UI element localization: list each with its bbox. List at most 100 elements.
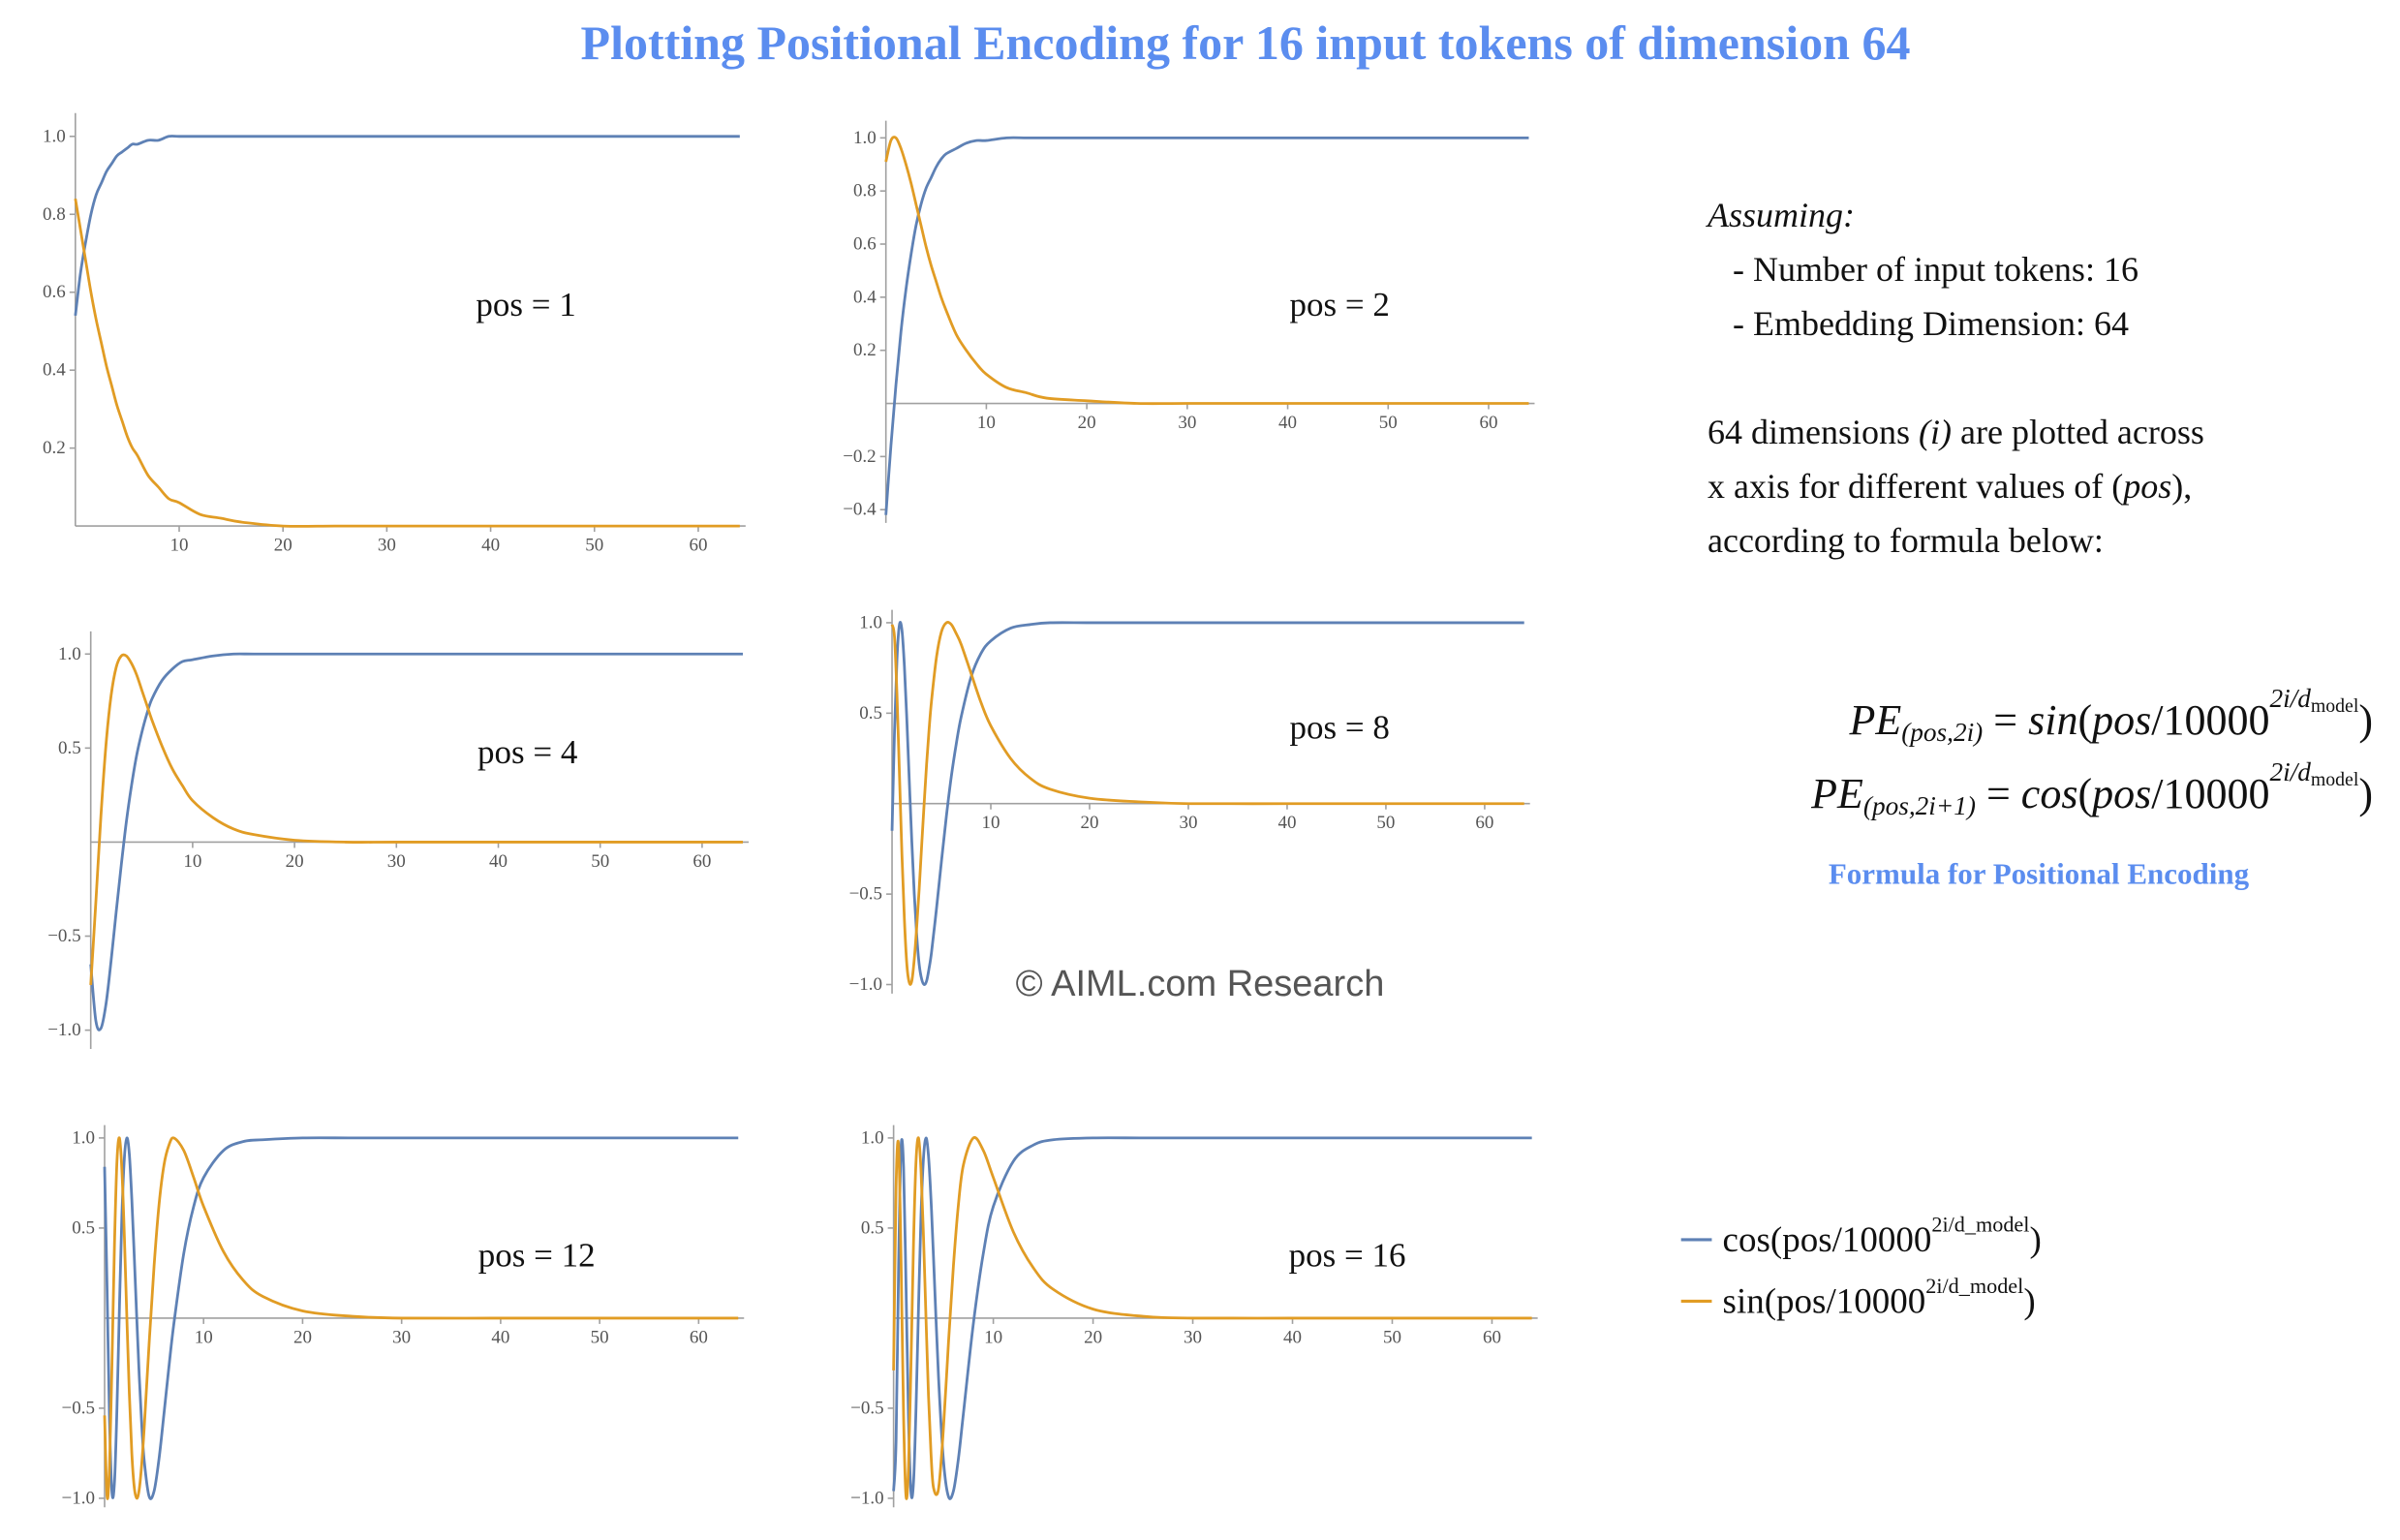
y-tick-label: −1.0 — [849, 974, 882, 995]
y-tick-label: 0.4 — [853, 287, 877, 307]
series-line — [884, 136, 1529, 406]
text-part: = — [1983, 696, 2028, 744]
x-tick-label: 20 — [274, 536, 292, 556]
annotation: pos = 8 — [1289, 709, 1389, 747]
y-tick-label: 1.0 — [853, 128, 877, 148]
series-line — [890, 621, 1524, 986]
rich-text: 64 dimensions (i) are plotted across — [1708, 413, 2204, 451]
x-tick-label: 40 — [491, 1327, 509, 1347]
text-part: model — [2311, 769, 2359, 790]
series-line — [89, 652, 743, 1032]
y-tick-label: −1.0 — [62, 1488, 95, 1508]
rich-text: cos(pos/100002i/d_model) — [1723, 1212, 2042, 1260]
x-tick-label: 60 — [689, 536, 707, 556]
y-tick-label: 0.2 — [853, 340, 877, 360]
text-part: pos — [2089, 770, 2151, 817]
text-part: pos — [2120, 467, 2171, 506]
text-part: (pos,2i+1) — [1863, 791, 1976, 820]
text-part: ) — [2029, 1219, 2041, 1259]
annotation: pos = 2 — [1289, 286, 1389, 323]
text-part: PE — [1848, 696, 1901, 744]
x-tick-label: 60 — [1483, 1327, 1501, 1347]
text-part: ) — [2358, 770, 2373, 817]
x-tick-label: 10 — [170, 536, 189, 556]
series-line — [892, 1136, 1532, 1500]
text-part: sin — [2028, 696, 2077, 744]
series-line — [103, 1136, 739, 1500]
text-part: ) — [2358, 696, 2373, 744]
rich-text: according to formula below: — [1708, 521, 2104, 560]
y-tick-label: −1.0 — [850, 1488, 883, 1508]
y-tick-label: −0.5 — [47, 926, 80, 946]
annotation: pos = 1 — [476, 286, 575, 323]
series-line — [103, 1136, 739, 1500]
y-tick-label: 0.6 — [43, 282, 66, 302]
rich-text: x axis for different values of (pos), — [1708, 467, 2192, 506]
y-tick-label: 0.8 — [43, 204, 66, 225]
y-tick-label: −0.5 — [62, 1398, 95, 1418]
y-tick-label: 0.5 — [859, 703, 882, 724]
x-tick-label: 20 — [286, 851, 304, 872]
y-tick-label: −0.2 — [843, 447, 876, 467]
page-title: Plotting Positional Encoding for 16 inpu… — [581, 15, 1911, 70]
x-tick-label: 50 — [1383, 1327, 1401, 1347]
text-part: (i) — [1919, 413, 1952, 451]
rich-text: sin(pos/100002i/d_model) — [1723, 1273, 2036, 1321]
series-line — [89, 653, 743, 986]
x-tick-label: 30 — [387, 851, 406, 872]
x-tick-label: 60 — [1475, 813, 1493, 833]
x-tick-label: 40 — [481, 536, 500, 556]
series-line — [74, 198, 740, 528]
x-tick-label: 60 — [692, 851, 711, 872]
y-tick-label: −0.5 — [850, 1398, 883, 1418]
x-tick-label: 20 — [1080, 813, 1098, 833]
x-tick-label: 40 — [1277, 813, 1296, 833]
x-tick-label: 10 — [195, 1327, 213, 1347]
y-tick-label: 0.4 — [43, 360, 66, 381]
text-part: (pos,2i) — [1901, 718, 1983, 747]
x-tick-label: 30 — [1178, 413, 1196, 433]
text-part: are plotted across — [1952, 413, 2204, 451]
text-part: ) — [2023, 1281, 2035, 1321]
bullet: - Embedding Dimension: 64 — [1733, 304, 2129, 343]
text-part: model — [2311, 695, 2359, 717]
y-tick-label: 0.2 — [43, 438, 66, 458]
x-tick-label: 40 — [1278, 413, 1297, 433]
text-part: ( — [2077, 696, 2092, 744]
text-part: sin(pos/10000 — [1723, 1281, 1926, 1321]
x-tick-label: 50 — [585, 536, 603, 556]
x-tick-label: 10 — [982, 813, 1000, 833]
rich-text: PE(pos,2i) = sin(pos/100002i/dmodel) — [1848, 684, 2373, 747]
x-tick-label: 10 — [183, 851, 201, 872]
text-part: pos — [2089, 696, 2151, 744]
annotation: pos = 16 — [1289, 1236, 1406, 1274]
y-tick-label: 1.0 — [58, 644, 81, 664]
y-tick-label: 1.0 — [72, 1127, 95, 1148]
x-tick-label: 30 — [378, 536, 396, 556]
series-line — [890, 621, 1524, 986]
text-part: PE — [1810, 770, 1863, 817]
x-tick-label: 20 — [293, 1327, 312, 1347]
x-tick-label: 10 — [977, 413, 996, 433]
x-tick-label: 40 — [1283, 1327, 1302, 1347]
y-tick-label: 0.6 — [853, 234, 877, 255]
y-tick-label: 0.5 — [58, 738, 81, 758]
text-part: /10000 — [2151, 696, 2269, 744]
x-tick-label: 20 — [1084, 1327, 1102, 1347]
series-line — [892, 1136, 1532, 1500]
text-part: 2i/d — [2269, 684, 2311, 713]
text-part: 2i/d_model — [1931, 1212, 2029, 1236]
x-tick-label: 50 — [1376, 813, 1395, 833]
y-tick-label: 0.5 — [72, 1217, 95, 1238]
x-tick-label: 50 — [1379, 413, 1398, 433]
series-line — [884, 136, 1529, 515]
formula-caption: Formula for Positional Encoding — [1829, 857, 2250, 891]
x-tick-label: 50 — [591, 1327, 609, 1347]
annotation: pos = 12 — [478, 1236, 596, 1274]
y-tick-label: 1.0 — [861, 1127, 884, 1148]
text-part: 64 dimensions — [1708, 413, 1919, 451]
text-part: cos(pos/10000 — [1723, 1219, 1932, 1259]
series-line — [74, 135, 740, 317]
text-part: according to formula below: — [1708, 521, 2104, 560]
